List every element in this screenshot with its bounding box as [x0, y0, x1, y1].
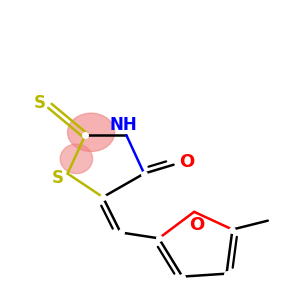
Text: S: S [34, 94, 46, 112]
Ellipse shape [68, 113, 115, 152]
Text: S: S [51, 169, 63, 187]
Text: NH: NH [110, 116, 137, 134]
Ellipse shape [60, 144, 93, 174]
Text: O: O [179, 153, 194, 171]
Text: O: O [190, 216, 205, 234]
